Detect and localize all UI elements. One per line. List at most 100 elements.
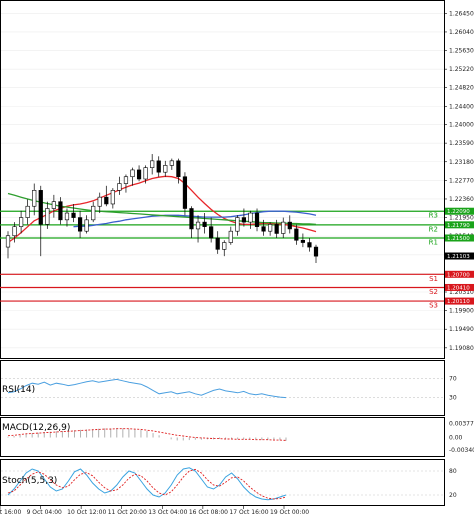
rsi-label: RSI(14) <box>2 385 35 395</box>
candle <box>307 238 312 252</box>
candle <box>163 160 168 177</box>
time-tick-label: 13 Oct 04:00 <box>148 509 187 516</box>
candle-body-up <box>228 230 233 243</box>
candle-body-up <box>110 190 115 205</box>
candle <box>176 158 181 184</box>
pivot-tag-s2: 1.20410 <box>447 285 470 291</box>
candle <box>58 197 63 225</box>
candle <box>71 203 76 223</box>
candle <box>274 219 279 238</box>
price-tick-label: 1.21950 <box>449 215 474 222</box>
candle <box>38 185 43 257</box>
rsi-tick-label: 30 <box>449 395 457 402</box>
time-tick-label: 11 Oct 20:00 <box>108 509 147 516</box>
price-tick-label: 1.25630 <box>449 48 474 55</box>
time-tick-label: 17 Oct 16:00 <box>229 509 268 516</box>
macd-signal-line <box>7 428 287 441</box>
candle <box>241 208 247 227</box>
time-tick-label: 19 Oct 00:00 <box>270 509 309 516</box>
pivot-tag-bg <box>445 283 474 291</box>
pivot-tag-s3: 1.20110 <box>447 299 470 305</box>
candle-body-up <box>12 226 17 237</box>
candle <box>130 167 135 186</box>
stoch-signal-line <box>7 468 287 500</box>
candle <box>123 174 129 193</box>
candle-body-up <box>130 169 135 178</box>
candle <box>117 176 122 195</box>
price-tick-label: 1.24820 <box>449 84 474 91</box>
candle <box>97 192 102 214</box>
candle-body-down <box>307 242 312 248</box>
candle <box>202 213 207 234</box>
macd-tick-label: 0.00 <box>449 435 463 442</box>
stoch-pane: 80 20 <box>1 467 457 501</box>
candle-body-down <box>254 212 260 227</box>
time-tick-label: 9 Oct 04:00 <box>27 509 62 516</box>
pivot-label-s3: S3 <box>429 302 438 310</box>
candle <box>169 158 174 170</box>
price-pane-frame <box>0 0 445 359</box>
candle <box>222 240 227 257</box>
price-tick-label: 1.19900 <box>449 308 474 315</box>
price-tick-label: 1.26450 <box>449 10 474 17</box>
macd-tick-label: 0.00377 <box>449 421 474 428</box>
candle-body-up <box>150 160 155 168</box>
candle <box>294 224 299 245</box>
macd-pane-frame <box>0 417 445 457</box>
stoch-tick-label: 20 <box>449 492 457 499</box>
candle <box>32 183 37 216</box>
candle-body-down <box>313 246 319 257</box>
candle-body-down <box>71 212 76 218</box>
candle-body-up <box>91 205 96 221</box>
price-tick-label: 1.25220 <box>449 66 474 73</box>
candle-body-up <box>235 217 240 232</box>
candle <box>25 199 30 225</box>
candle <box>156 156 161 177</box>
candle <box>5 231 11 259</box>
macd-label: MACD(12,26,9) <box>2 423 70 433</box>
stoch-tick-label: 80 <box>449 468 457 475</box>
current-price-bg <box>445 252 474 260</box>
candle <box>228 226 233 245</box>
candle-body-up <box>51 201 56 209</box>
candle-body-down <box>77 217 83 232</box>
pivot-tag-r1: 1.21500 <box>447 236 470 242</box>
candle <box>189 206 194 238</box>
candle <box>110 188 115 209</box>
candle-body-up <box>281 221 286 234</box>
candle-body-up <box>222 242 227 250</box>
candle <box>281 217 286 238</box>
pivot-level-labels: R3 R2 R1 S1 S2 S3 <box>429 212 438 310</box>
macd-pane: 0.00377 0.00 -0.00340 <box>7 421 474 454</box>
price-tick-label: 1.19490 <box>449 326 474 333</box>
rsi-pane: 70 30 <box>1 375 457 402</box>
candle <box>12 222 17 243</box>
candle-body-up <box>5 235 11 248</box>
candle <box>235 215 240 236</box>
moving-average-2 <box>73 210 317 228</box>
pivot-tag-bg <box>445 297 474 305</box>
rsi-pane-frame <box>0 360 445 416</box>
pivot-price-tags: 1.22090 1.21790 1.21500 1.20700 1.20410 1.201… <box>445 207 474 305</box>
candle-body-down <box>274 224 279 234</box>
price-grid <box>1 13 444 349</box>
current-price-tag: 1.21103 <box>445 252 474 260</box>
pivot-label-r1: R1 <box>429 239 438 247</box>
candle-body-up <box>268 224 273 232</box>
candle <box>182 172 188 216</box>
candle-body-up <box>32 190 37 207</box>
candle-body-down <box>182 176 188 209</box>
macd-tick-label: -0.00340 <box>449 447 474 454</box>
candle <box>248 210 253 229</box>
current-price-value: 1.21103 <box>447 254 470 260</box>
candle <box>136 165 142 182</box>
pivot-tag-r2: 1.21790 <box>447 223 470 229</box>
candle <box>254 208 260 232</box>
price-tick-label: 1.22360 <box>449 196 474 203</box>
candle-body-up <box>123 176 129 184</box>
candle <box>150 154 155 175</box>
candle-body-up <box>195 221 201 230</box>
